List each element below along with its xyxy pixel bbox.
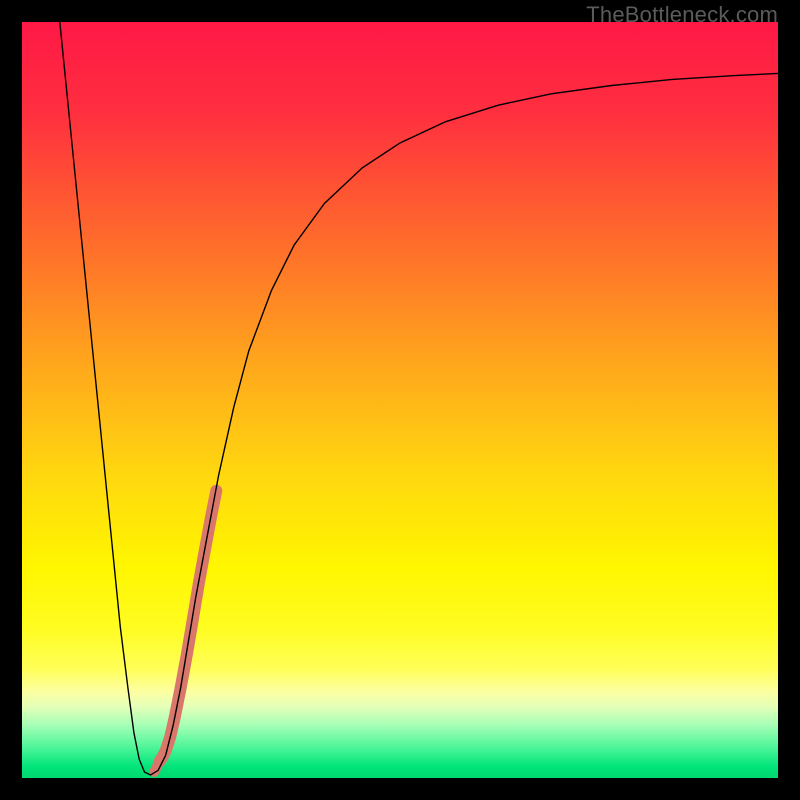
- plot-frame: [22, 22, 778, 778]
- stage: TheBottleneck.com: [0, 0, 800, 800]
- plot-overlay: [22, 22, 778, 778]
- watermark-text: TheBottleneck.com: [586, 2, 778, 28]
- bottleneck-curve: [60, 22, 778, 775]
